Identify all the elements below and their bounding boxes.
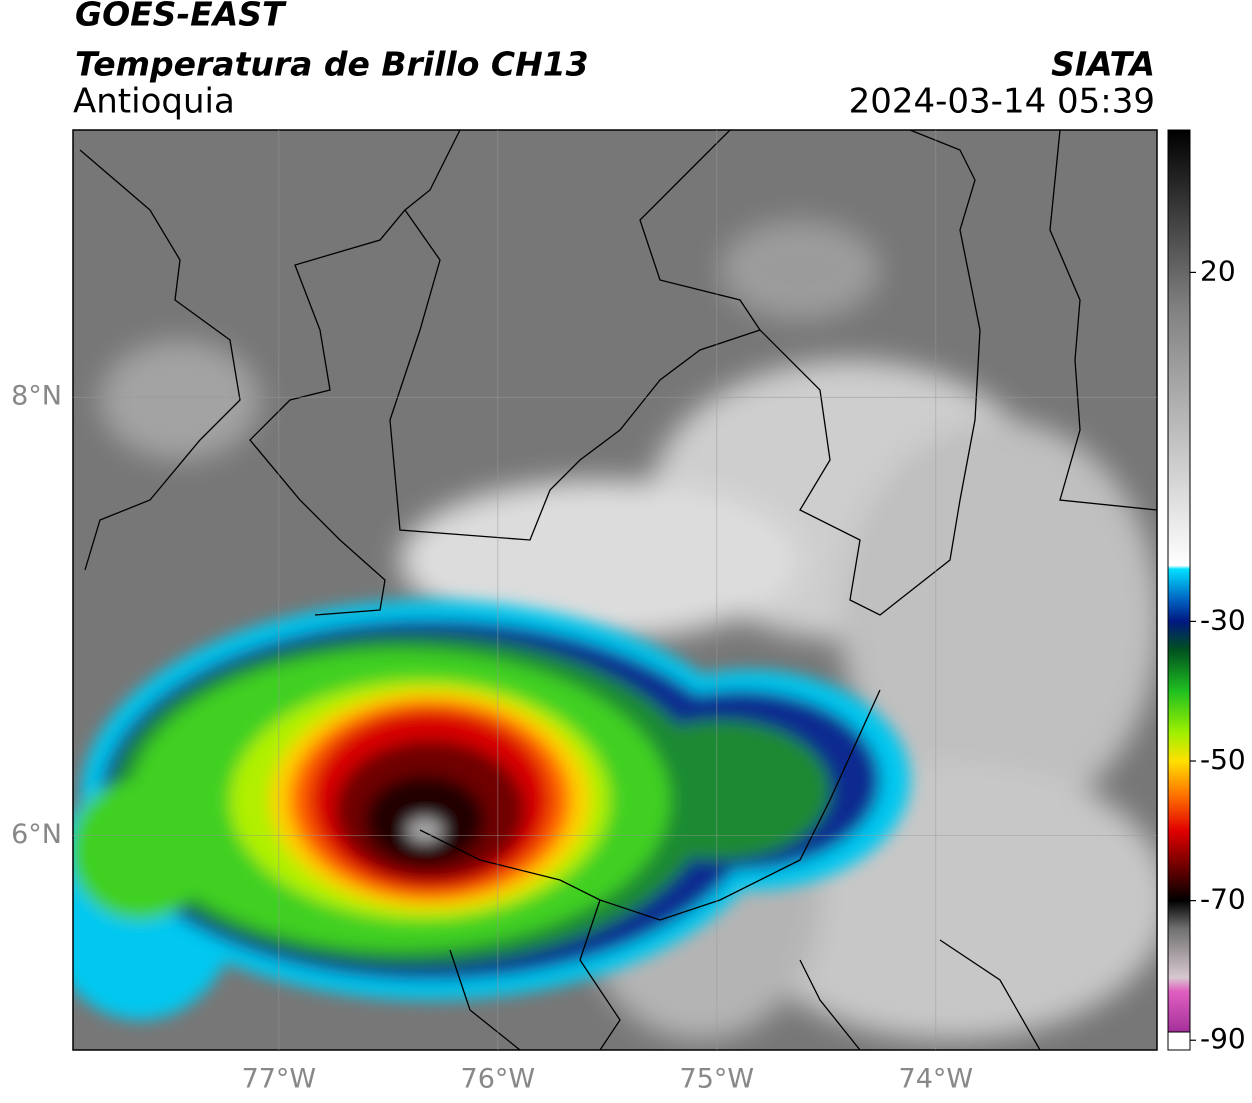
x-tick-label: 77°W	[242, 1064, 317, 1095]
x-tick-label: 75°W	[680, 1064, 755, 1095]
source: SIATA	[1051, 45, 1155, 84]
satellite-image	[73, 130, 1157, 1050]
colorbar-under	[1167, 1031, 1191, 1051]
map-frame	[72, 129, 1158, 1051]
x-tick-label: 76°W	[461, 1064, 536, 1095]
borders	[79, 130, 1157, 1050]
datetime: 2024-03-14 05:39	[849, 82, 1155, 122]
title: GOES-EAST	[75, 0, 287, 34]
subtitle: Temperatura de Brillo CH13	[75, 45, 589, 84]
colorbar-tick-label: 20	[1200, 254, 1236, 287]
colorbar-tick-label: -30	[1200, 603, 1246, 636]
x-tick-label: 74°W	[899, 1064, 974, 1095]
colorbar-tick-label: -50	[1200, 743, 1246, 776]
colorbar-tick-label: -70	[1200, 883, 1246, 916]
y-tick-label: 6°N	[11, 819, 62, 850]
colorbar	[1167, 129, 1191, 1051]
y-tick-label: 8°N	[11, 381, 62, 412]
colorbar-tick-label: -90	[1200, 1022, 1246, 1055]
region: Antioquia	[73, 82, 235, 122]
